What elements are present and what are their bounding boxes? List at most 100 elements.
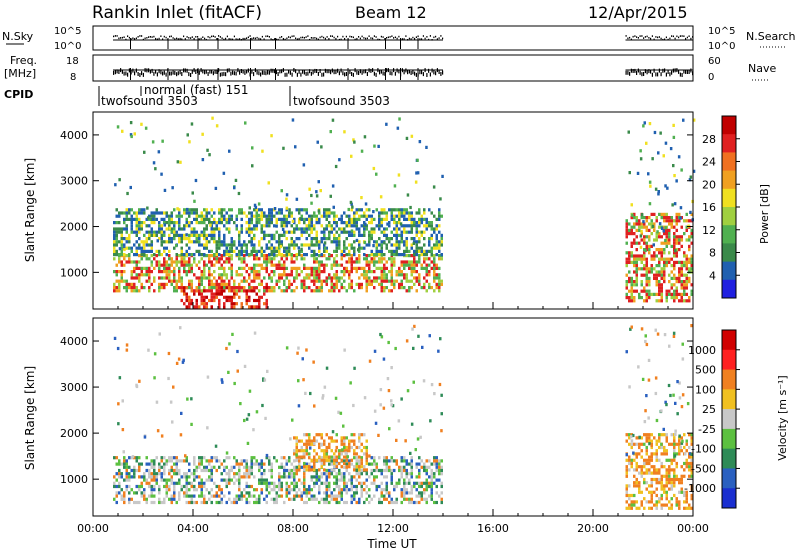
echo-cell [298, 208, 301, 212]
freq-point [207, 71, 209, 76]
echo-cell [658, 481, 661, 485]
echo-cell [168, 214, 171, 218]
nsky-point [421, 38, 423, 40]
echo-cell [250, 227, 253, 231]
echo-cell [113, 497, 116, 501]
echo-cell [160, 217, 163, 221]
echo-cell [313, 270, 316, 274]
echo-cell [163, 217, 166, 221]
echo-cell [428, 334, 431, 338]
echo-cell [185, 249, 188, 253]
echo-cell [643, 465, 646, 469]
echo-cell [265, 254, 268, 258]
echo-cell [690, 260, 693, 264]
echo-cell [358, 217, 361, 221]
echo-cell [410, 475, 413, 479]
echo-cell [325, 449, 328, 453]
echo-cell [305, 243, 308, 247]
echo-cell [680, 436, 683, 440]
echo-cell [425, 468, 428, 473]
echo-cell [390, 289, 393, 293]
echo-cell [205, 224, 208, 228]
echo-cell [168, 217, 171, 221]
nsky-point [312, 37, 314, 39]
echo-cell [648, 436, 651, 440]
nsky-point [655, 36, 657, 38]
echo-cell [288, 459, 291, 463]
echo-cell [685, 225, 688, 229]
echo-cell [155, 211, 158, 215]
echo-cell [625, 484, 628, 488]
echo-cell [430, 266, 433, 270]
echo-cell [428, 221, 431, 225]
echo-cell [238, 468, 241, 473]
echo-cell [133, 132, 136, 136]
freq-point [275, 70, 277, 75]
echo-cell [340, 491, 343, 495]
echo-cell [627, 130, 630, 134]
echo-cell [435, 233, 438, 237]
echo-cell [350, 254, 353, 258]
echo-cell [293, 468, 296, 472]
echo-cell [433, 500, 436, 505]
echo-cell [355, 452, 358, 456]
echo-cell [250, 462, 253, 466]
echo-cell [418, 491, 421, 495]
echo-cell [652, 243, 655, 247]
echo-cell [238, 237, 241, 241]
echo-cell [345, 221, 348, 225]
echo-cell [200, 230, 203, 234]
echo-cell [393, 279, 396, 283]
echo-cell [195, 468, 198, 473]
echo-cell [208, 270, 211, 274]
echo-cell [283, 249, 286, 253]
echo-cell [653, 257, 656, 261]
echo-cell [313, 439, 316, 443]
echo-cell [675, 503, 678, 507]
freq-point [272, 68, 274, 73]
echo-cell [678, 503, 681, 507]
echo-cell [688, 280, 691, 284]
echo-cell [350, 497, 353, 501]
echo-cell [238, 240, 241, 244]
echo-cell [639, 157, 643, 161]
echo-cell [285, 257, 288, 261]
echo-cell [625, 225, 628, 229]
echo-cell [685, 257, 688, 261]
freq-point [629, 71, 631, 76]
echo-cell [173, 468, 176, 473]
echo-cell [265, 298, 268, 303]
echo-cell [130, 286, 133, 290]
freq-point [342, 71, 344, 76]
nsky-point [363, 37, 365, 39]
echo-cell [657, 151, 660, 155]
echo-cell [435, 465, 438, 469]
nsky-point [372, 37, 374, 40]
echo-cell [658, 251, 661, 255]
echo-cell [295, 449, 298, 453]
echo-cell [390, 208, 393, 212]
echo-cell [168, 484, 171, 489]
echo-cell [305, 217, 308, 221]
echo-cell [408, 462, 411, 466]
echo-cell [383, 494, 386, 498]
echo-cell [288, 208, 291, 212]
echo-cell [200, 488, 203, 492]
echo-cell [308, 221, 311, 225]
echo-cell [633, 270, 636, 274]
echo-cell [343, 436, 346, 440]
echo-cell [643, 254, 646, 258]
echo-cell [690, 289, 693, 293]
echo-cell [245, 465, 248, 469]
nsky-point [134, 38, 136, 40]
echo-cell [423, 249, 426, 253]
echo-cell [240, 279, 243, 283]
echo-cell [263, 237, 266, 241]
echo-cell [635, 461, 638, 466]
nsky-point [326, 36, 328, 38]
freq-point [632, 69, 634, 73]
echo-cell [673, 454, 677, 458]
echo-cell [188, 224, 191, 228]
echo-cell [198, 243, 201, 247]
echo-cell [328, 436, 331, 440]
